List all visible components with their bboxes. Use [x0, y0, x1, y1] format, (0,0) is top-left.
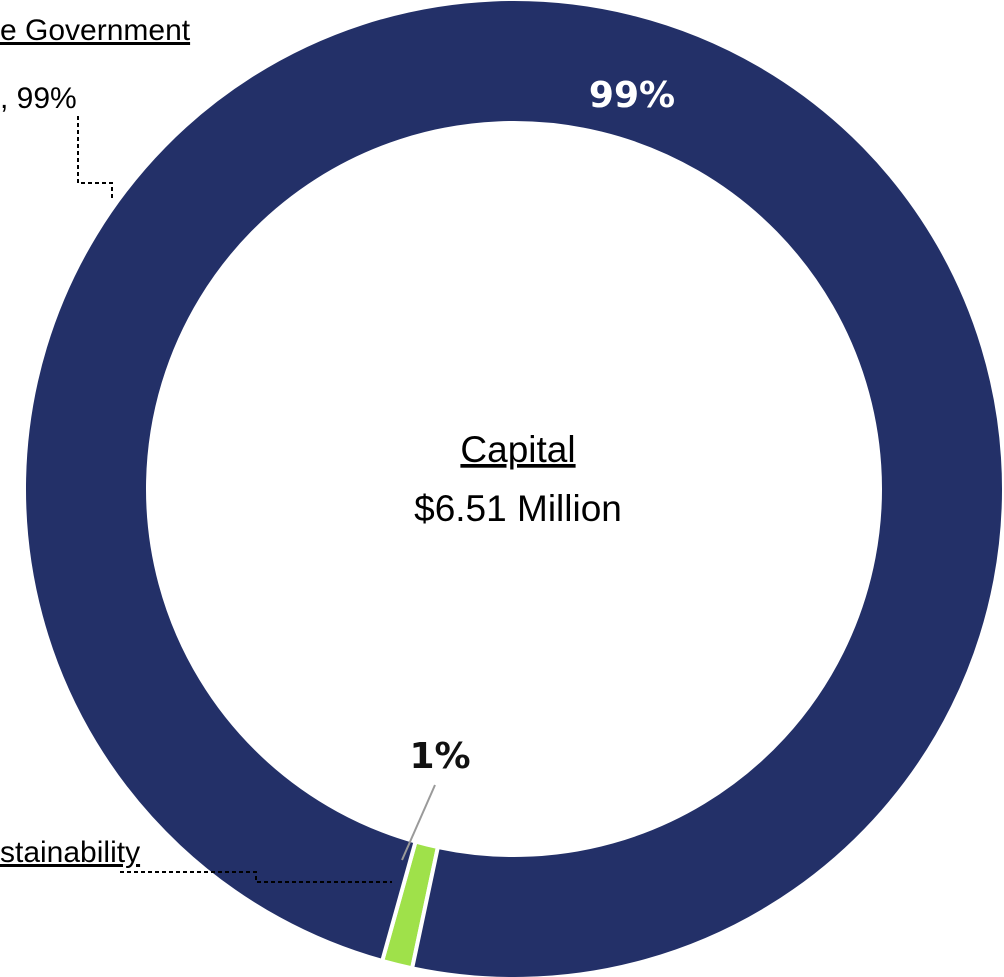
government-slice	[22, 0, 1004, 977]
legend-government-detail: , 99%	[0, 82, 77, 115]
leader-line-government	[77, 116, 113, 200]
legend-government-label: e Government	[0, 14, 191, 47]
leader-line-sustainability	[120, 871, 392, 883]
center-value: $6.51 Million	[414, 488, 622, 529]
slices-layer	[22, 0, 1004, 977]
center-label: Capital $6.51 Million	[414, 429, 622, 529]
leader-line-1-percent-callout	[401, 784, 436, 861]
legend-sustainability-label: stainability	[0, 836, 140, 869]
center-title: Capital	[460, 429, 575, 470]
slice-percent-label-1: 1%	[409, 736, 470, 777]
slice-percent-label-99: 99%	[589, 75, 675, 116]
